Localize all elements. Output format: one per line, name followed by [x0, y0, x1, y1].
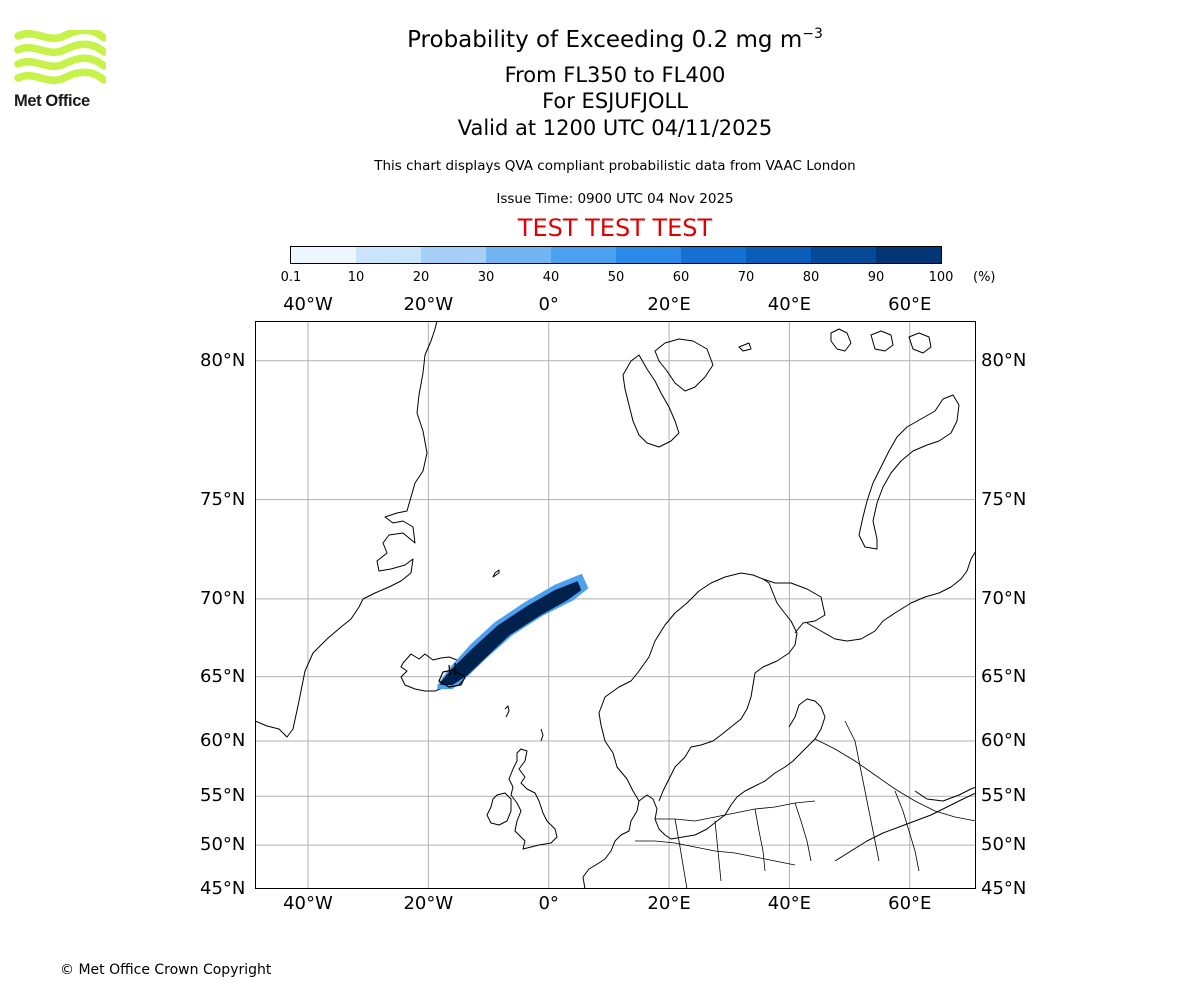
colorbar-tick-label: 10: [347, 270, 365, 285]
test-banner: TEST TEST TEST: [517, 214, 713, 242]
colorbar-bin: [551, 247, 617, 263]
faroe-coast: [504, 705, 510, 718]
jan-mayen-coast: [492, 569, 500, 578]
svalbard-coast: [622, 338, 714, 448]
baltic-coast: [694, 698, 826, 836]
europe-south-coast: [834, 792, 976, 862]
met-office-waves-icon: [14, 30, 106, 84]
latitude-label-left: 65°N: [200, 665, 246, 687]
longitude-label-top: 60°E: [888, 294, 932, 315]
colorbar-bin: [811, 247, 877, 263]
longitude-label-top: 40°W: [283, 294, 333, 315]
chart-title-exponent: −3: [802, 26, 823, 42]
longitude-label-bottom: 60°E: [888, 893, 932, 914]
latitude-label-left: 80°N: [200, 349, 246, 371]
map-frame: [255, 321, 976, 889]
longitude-label-top: 20°W: [403, 294, 454, 315]
latitude-label-right: 80°N: [981, 349, 1027, 371]
colorbar-tick-label: 50: [607, 270, 625, 285]
ireland-coast: [486, 792, 512, 826]
chart-title: Probability of Exceeding 0.2 mg m−3: [0, 26, 1200, 53]
plume-core: [440, 581, 582, 685]
latitude-label-left: 50°N: [200, 834, 246, 856]
colorbar-bin: [616, 247, 682, 263]
colorbar-tick-label: 30: [477, 270, 495, 285]
probability-map: [255, 321, 976, 889]
colorbar-tick-label: 40: [542, 270, 560, 285]
latitude-label-right: 45°N: [981, 878, 1027, 899]
met-office-wordmark: Met Office: [14, 92, 90, 110]
longitude-label-bottom: 20°W: [403, 893, 454, 914]
longitude-label-top: 40°E: [767, 294, 812, 315]
latitude-label-left: 55°N: [200, 785, 246, 807]
longitude-label-top: 0°: [538, 294, 559, 315]
issue-time: Issue Time: 0900 UTC 04 Nov 2025: [496, 191, 734, 207]
colorbar-bin: [486, 247, 552, 263]
longitude-label-bottom: 40°W: [283, 893, 333, 914]
great-britain-coast: [508, 748, 558, 850]
latitude-label-left: 60°N: [200, 730, 246, 752]
copyright: © Met Office Crown Copyright: [60, 962, 272, 978]
longitude-label-top: 20°E: [647, 294, 691, 315]
shetland-coast: [540, 728, 544, 742]
latitude-label-left: 75°N: [200, 488, 246, 510]
colorbar-tick-label: 70: [737, 270, 755, 285]
latitude-label-right: 55°N: [981, 785, 1027, 807]
latitude-label-left: 45°N: [200, 878, 246, 899]
latitude-label-right: 70°N: [981, 587, 1027, 609]
scandinavia-coast: [598, 572, 798, 802]
latitude-label-right: 75°N: [981, 488, 1027, 510]
greenland-coast: [255, 321, 438, 738]
franz-josef-coast: [738, 328, 932, 354]
russia-north-coast: [914, 786, 976, 802]
colorbar-tick-label: 100: [928, 270, 954, 285]
latitude-label-right: 60°N: [981, 730, 1027, 752]
ash-plume: [437, 573, 589, 690]
colorbar-bin: [356, 247, 422, 263]
longitude-label-bottom: 20°E: [647, 893, 691, 914]
colorbar-bin: [421, 247, 487, 263]
colorbar-unit: (%): [973, 270, 996, 285]
longitude-label-bottom: 0°: [538, 893, 559, 914]
qva-note: This chart displays QVA compliant probab…: [374, 158, 856, 174]
probability-colorbar: [290, 246, 942, 264]
colorbar-bin: [291, 247, 357, 263]
coastlines: [255, 321, 976, 889]
latitude-label-left: 70°N: [200, 587, 246, 609]
latitude-label-right: 65°N: [981, 665, 1027, 687]
kola-coast: [762, 550, 976, 642]
novaya-zemlya-coast: [858, 394, 960, 550]
graticule: [255, 321, 976, 889]
flight-level-range: From FL350 to FL400: [504, 63, 726, 87]
valid-time: Valid at 1200 UTC 04/11/2025: [457, 116, 773, 140]
longitude-label-bottom: 40°E: [767, 893, 812, 914]
colorbar-tick-label: 80: [802, 270, 820, 285]
colorbar-bin: [876, 247, 942, 263]
colorbar-bin: [746, 247, 812, 263]
colorbar-tick-label: 0.1: [280, 270, 302, 285]
latitude-label-right: 50°N: [981, 834, 1027, 856]
met-office-logo: Met Office: [14, 30, 106, 110]
volcano-marker: [438, 663, 466, 688]
chart-title-text: Probability of Exceeding 0.2 mg m: [407, 27, 803, 53]
colorbar-frame: [290, 246, 942, 264]
colorbar-tick-label: 90: [867, 270, 885, 285]
volcano-name: For ESJUFJOLL: [542, 89, 688, 113]
colorbar-tick-label: 60: [672, 270, 690, 285]
colorbar-bin: [681, 247, 747, 263]
country-borders: [635, 720, 976, 889]
colorbar-tick-label: 20: [412, 270, 430, 285]
europe-west-coast: [582, 794, 696, 889]
